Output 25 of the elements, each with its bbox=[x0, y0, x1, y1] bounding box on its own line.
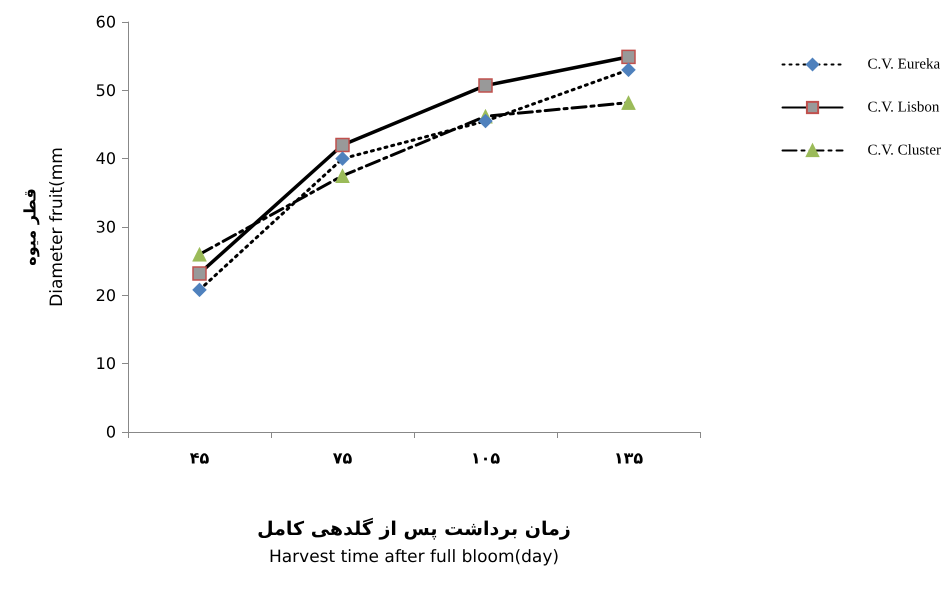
y-tick-label: 10 bbox=[96, 354, 116, 374]
x-tick-label: ۷۵ bbox=[332, 448, 352, 468]
y-tick-label: 60 bbox=[96, 12, 116, 32]
y-tick-label: 40 bbox=[96, 149, 116, 168]
x-tick-label: ۴۵ bbox=[190, 448, 210, 468]
legend-label: C.V. Eureka bbox=[868, 56, 940, 72]
point bbox=[335, 151, 350, 166]
y-tick-label: 50 bbox=[96, 80, 116, 100]
legend-label: C.V. Lisbon bbox=[868, 100, 940, 116]
point bbox=[478, 114, 493, 128]
point bbox=[335, 168, 350, 183]
y-tick-label: 30 bbox=[96, 218, 116, 236]
point bbox=[478, 78, 493, 93]
x-tick-label: ۱۰۵ bbox=[470, 448, 500, 468]
x-tick-label: ۱۳۵ bbox=[614, 448, 644, 468]
point bbox=[621, 62, 636, 78]
y-tick-label: 0 bbox=[106, 422, 116, 442]
legend-label: C.V. Cluster bbox=[868, 142, 942, 158]
point bbox=[621, 95, 636, 110]
point bbox=[192, 266, 207, 281]
point bbox=[192, 282, 207, 298]
point bbox=[621, 50, 636, 64]
y-tick-label: 20 bbox=[96, 286, 116, 305]
point bbox=[335, 138, 350, 152]
point bbox=[192, 247, 207, 262]
